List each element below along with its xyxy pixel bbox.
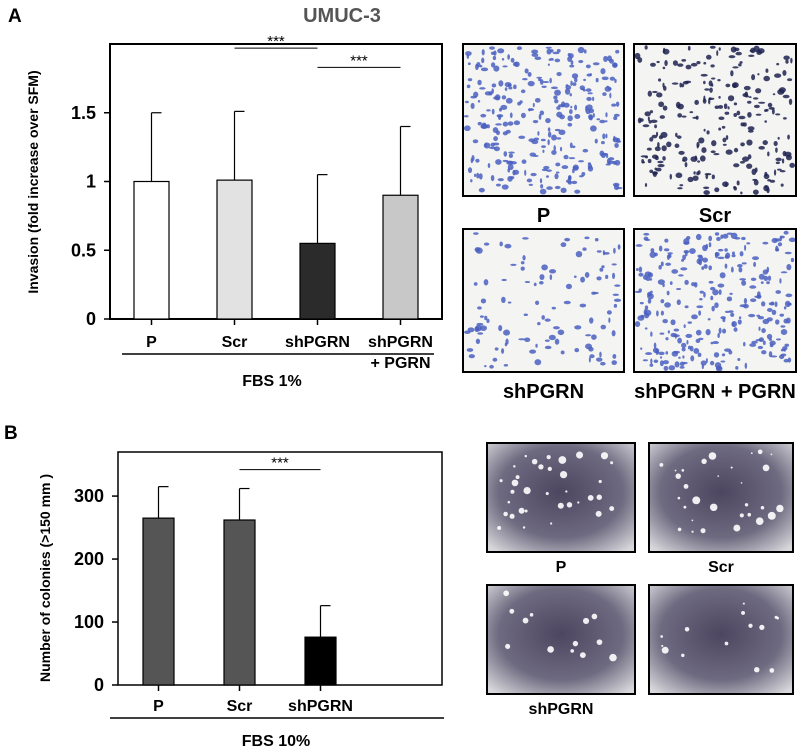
significance-label: *** xyxy=(267,33,285,50)
chart-b-xlabel: FBS 10% xyxy=(242,733,310,750)
category-label: P xyxy=(146,334,157,351)
invasion-micrograph: Scr xyxy=(633,43,797,227)
significance-label: *** xyxy=(350,52,368,69)
invasion-micrograph: shPGRN + PGRN xyxy=(633,228,797,403)
colony-micrograph: P xyxy=(486,442,636,576)
chart-a-xlabel: FBS 1% xyxy=(242,373,302,390)
invasion-micrograph-label: P xyxy=(537,205,550,227)
category-label: shPGRN xyxy=(288,698,353,715)
y-tick-label: 300 xyxy=(74,486,104,506)
y-tick-label: 1.5 xyxy=(71,103,96,123)
y-tick-label: 0 xyxy=(86,309,96,329)
category-label: shPGRN xyxy=(368,334,433,351)
category-label: + PGRN xyxy=(370,355,430,372)
bar xyxy=(299,242,336,320)
category-label: Scr xyxy=(222,334,248,351)
bar xyxy=(133,180,170,320)
colony-micrograph: shPGRN xyxy=(486,584,636,718)
y-tick-label: 100 xyxy=(74,612,104,632)
colony-micrograph-label: Scr xyxy=(708,559,734,576)
y-tick-label: 0 xyxy=(94,675,104,695)
invasion-micrograph: shPGRN xyxy=(462,228,625,403)
invasion-micrograph-label: Scr xyxy=(699,205,731,227)
bar xyxy=(216,179,253,320)
panel-b-letter: B xyxy=(4,423,18,444)
bar xyxy=(223,519,256,686)
figure-title: UMUC-3 xyxy=(303,5,381,27)
y-tick-label: 0.5 xyxy=(71,240,96,260)
category-label: shPGRN xyxy=(285,334,350,351)
invasion-micrograph: P xyxy=(462,43,625,227)
bar xyxy=(304,636,337,686)
invasion-micrograph-label: shPGRN + PGRN xyxy=(634,381,796,403)
category-label: P xyxy=(153,698,164,715)
colony-micrograph: Scr xyxy=(648,442,794,576)
significance-label: *** xyxy=(271,455,289,472)
y-tick-label: 200 xyxy=(74,549,104,569)
colony-micrograph xyxy=(648,584,794,695)
invasion-bar-chart: Invasion (fold increase over SFM) FBS 1%… xyxy=(25,33,443,390)
colony-bar-chart: Number of colonies (>150 mm ) FBS 10% 0 1… xyxy=(37,451,444,750)
y-tick-label: 1 xyxy=(86,172,96,192)
chart-b-ylabel: Number of colonies (>150 mm ) xyxy=(37,474,53,682)
chart-b-frame xyxy=(117,451,443,686)
colony-micrograph-label: P xyxy=(556,559,567,576)
bar xyxy=(382,194,419,320)
panel-a-letter: A xyxy=(8,6,22,27)
micrograph-panels: P Scr shPGRN shPGRN + PGRN P Scr shPGRN xyxy=(462,43,797,718)
bar xyxy=(142,517,175,686)
invasion-micrograph-label: shPGRN xyxy=(503,381,584,403)
category-label: Scr xyxy=(227,698,253,715)
chart-a-ylabel: Invasion (fold increase over SFM) xyxy=(25,70,41,293)
colony-micrograph-label: shPGRN xyxy=(529,701,594,718)
